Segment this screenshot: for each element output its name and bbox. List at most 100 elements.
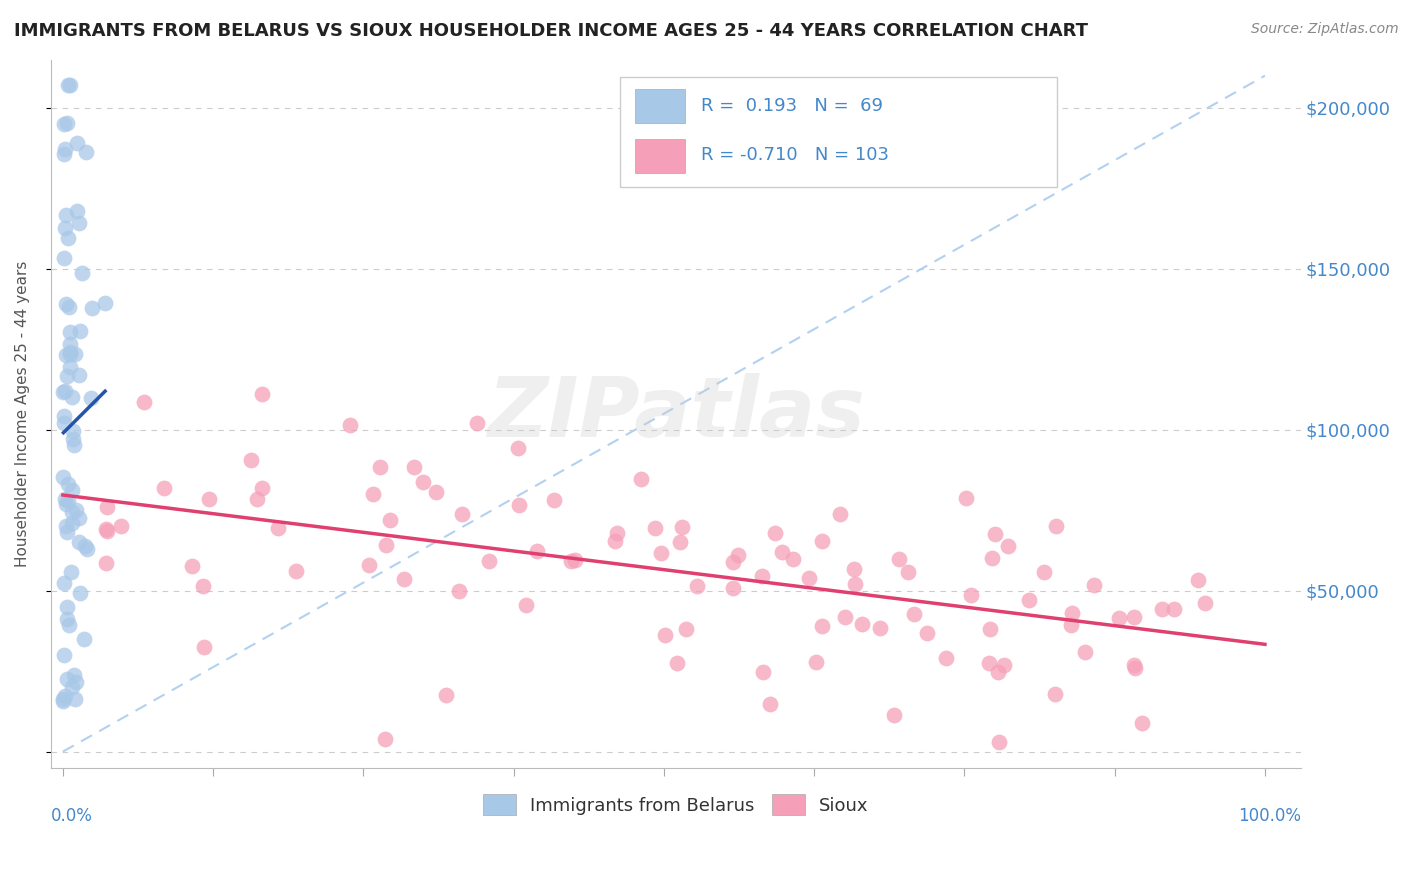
Point [191, 579, 214, 593]
Point [58, 618, 80, 632]
Point [52, 416, 75, 430]
Point [53, 221, 76, 235]
Point [55, 599, 77, 614]
Point [1018, 592, 1040, 607]
Point [267, 521, 290, 535]
Point [56, 612, 79, 626]
Point [55, 347, 77, 361]
Point [526, 544, 548, 558]
Point [1122, 657, 1144, 672]
Point [1187, 573, 1209, 587]
Text: 100.0%: 100.0% [1239, 806, 1301, 824]
Point [981, 551, 1004, 566]
Point [883, 708, 905, 723]
Point [665, 656, 688, 670]
Y-axis label: Householder Income Ages 25 - 44 years: Householder Income Ages 25 - 44 years [15, 260, 30, 566]
Point [60, 565, 83, 579]
Point [53, 409, 76, 423]
Point [1060, 606, 1083, 620]
Point [96, 524, 118, 538]
Point [1130, 716, 1153, 731]
Point [1060, 618, 1083, 632]
Point [65, 136, 87, 150]
Point [897, 565, 920, 579]
Point [55, 208, 77, 222]
Point [69, 585, 91, 599]
Point [67, 216, 90, 230]
Point [239, 453, 262, 467]
Point [58, 493, 80, 508]
Point [94, 522, 117, 536]
Point [69, 324, 91, 338]
Point [59, 325, 82, 339]
Point [66, 204, 89, 219]
Point [53, 491, 76, 506]
Point [1074, 645, 1097, 659]
Point [515, 598, 537, 612]
Point [193, 640, 215, 654]
Point [60, 505, 83, 519]
Legend: Immigrants from Belarus, Sioux: Immigrants from Belarus, Sioux [475, 787, 876, 822]
Point [721, 581, 744, 595]
Point [830, 508, 852, 522]
Point [560, 554, 582, 568]
Point [671, 519, 693, 533]
Point [915, 626, 938, 640]
Point [59, 345, 82, 359]
Point [58, 78, 80, 92]
Point [60, 516, 83, 530]
Point [1194, 596, 1216, 610]
Point [62, 432, 84, 446]
Point [53, 648, 76, 662]
Point [76, 542, 98, 557]
Point [759, 697, 782, 711]
Point [250, 481, 273, 495]
FancyBboxPatch shape [620, 78, 1057, 187]
Point [465, 416, 488, 430]
Point [987, 735, 1010, 749]
Point [654, 628, 676, 642]
Point [630, 472, 652, 486]
Point [59, 78, 82, 92]
Point [955, 491, 977, 505]
Point [67, 368, 90, 383]
Point [434, 689, 457, 703]
Point [359, 558, 381, 572]
Point [447, 583, 470, 598]
Point [402, 460, 425, 475]
Point [1123, 660, 1146, 674]
Text: ZIPatlas: ZIPatlas [486, 373, 865, 454]
Point [374, 732, 396, 747]
Point [1045, 518, 1067, 533]
Point [361, 487, 384, 501]
Point [52, 470, 75, 484]
Point [53, 689, 76, 703]
Point [75, 539, 97, 553]
Point [52, 384, 75, 399]
Point [79, 391, 101, 405]
Point [1032, 565, 1054, 579]
Point [62, 424, 84, 438]
Point [606, 526, 628, 541]
Text: R =  0.193   N =  69: R = 0.193 N = 69 [702, 96, 883, 115]
Point [842, 562, 865, 576]
Point [993, 658, 1015, 673]
Point [979, 622, 1001, 636]
Point [59, 360, 82, 375]
Point [669, 535, 692, 549]
Point [55, 519, 77, 533]
Point [977, 656, 1000, 670]
Point [751, 569, 773, 583]
Point [806, 655, 828, 669]
Point [368, 459, 391, 474]
FancyBboxPatch shape [634, 89, 685, 123]
Point [59, 346, 82, 360]
Point [82, 301, 104, 316]
Point [375, 538, 398, 552]
Point [797, 571, 820, 585]
Point [72, 632, 94, 646]
Point [339, 417, 361, 432]
Point [55, 672, 77, 686]
Point [153, 481, 176, 495]
Point [770, 545, 793, 559]
